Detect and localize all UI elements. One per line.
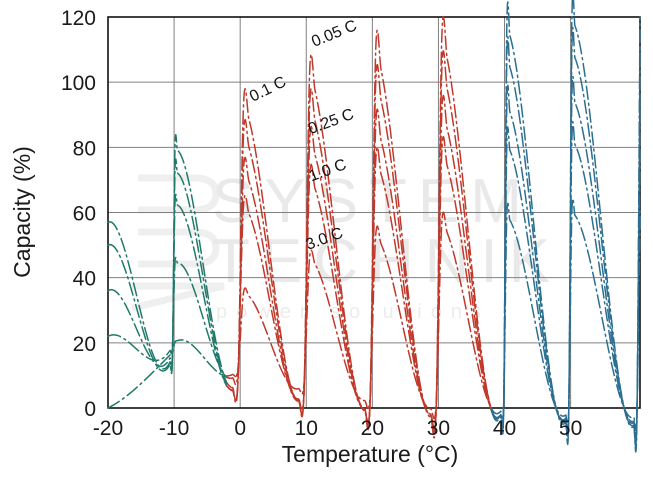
watermark-logo-mark [131,174,225,312]
y-axis-title: Capacity (%) [9,146,35,278]
x-tick-label: 0 [234,417,246,440]
watermark: SYSTEM TECHNIK power solutions [131,167,561,323]
x-tick-label: 20 [361,417,384,440]
series-segment-cold [107,193,228,388]
data-series-layer [107,0,641,453]
x-tick-label: -20 [93,417,123,440]
series-segment-cold [107,158,228,387]
series-label-0-05-c: 0.05 C [309,17,359,50]
series-segment-warm [490,121,641,439]
x-tick-label: 30 [427,417,450,440]
series-segment-warm [490,197,641,431]
x-tick-label: -10 [159,417,189,440]
x-axis-tick-labels: -20 -10 0 10 20 30 40 50 [93,417,582,440]
y-tick-label: 60 [73,203,96,226]
watermark-line2: TECHNIK [212,227,561,296]
x-tick-label: 10 [295,417,318,440]
series-3-0-c [107,197,641,431]
watermark-line3: power solutions [216,301,490,323]
series-segment-mid [226,135,493,430]
series-label-0-1-c: 0.1 C [247,74,289,106]
series-segment-cold [107,134,228,384]
series-segment-cold [107,339,228,409]
x-axis-title: Temperature (°C) [282,441,459,467]
series-segment-mid [226,211,493,420]
y-axis-tick-labels: 0 20 40 60 80 100 120 [61,7,96,421]
series-segment-cold [107,256,228,379]
y-tick-label: 80 [73,137,96,160]
series-segment-warm [490,76,641,444]
x-tick-label: 50 [559,417,582,440]
y-tick-label: 0 [84,398,96,421]
y-tick-label: 20 [73,333,96,356]
y-tick-label: 120 [61,7,96,30]
y-tick-label: 100 [61,72,96,95]
y-tick-label: 40 [73,268,96,291]
series-1-0-c [107,121,641,439]
x-tick-label: 40 [493,417,516,440]
series-segment-warm [490,26,641,449]
